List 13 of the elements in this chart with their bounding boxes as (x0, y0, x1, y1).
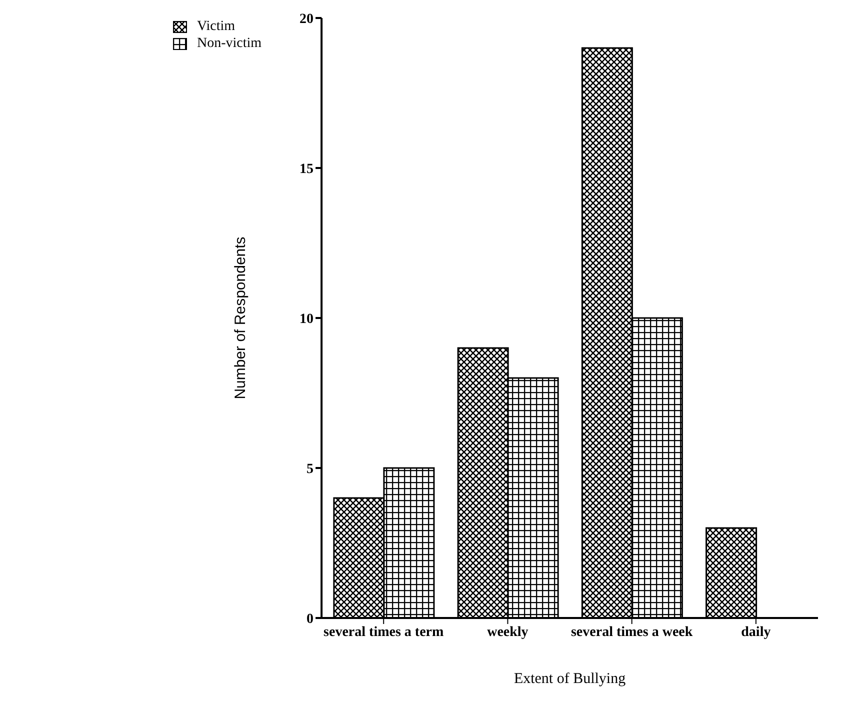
x-axis-title: Extent of Bullying (514, 671, 626, 687)
legend-label: Non-victim (197, 35, 262, 52)
legend-label: Victim (197, 18, 236, 35)
y-tick-label: 10 (300, 312, 314, 327)
y-tick-label: 0 (306, 612, 314, 627)
y-tick-label: 20 (300, 12, 314, 27)
y-tick-label: 15 (300, 162, 314, 177)
x-tick-label: daily (741, 624, 771, 640)
y-tick-label: 5 (306, 462, 314, 477)
x-tick-label: several times a week (570, 624, 693, 640)
x-tick-label: weekly (487, 624, 528, 640)
y-axis-title: Number of Respondents (232, 236, 249, 400)
x-tick-label: several times a term (324, 624, 444, 640)
